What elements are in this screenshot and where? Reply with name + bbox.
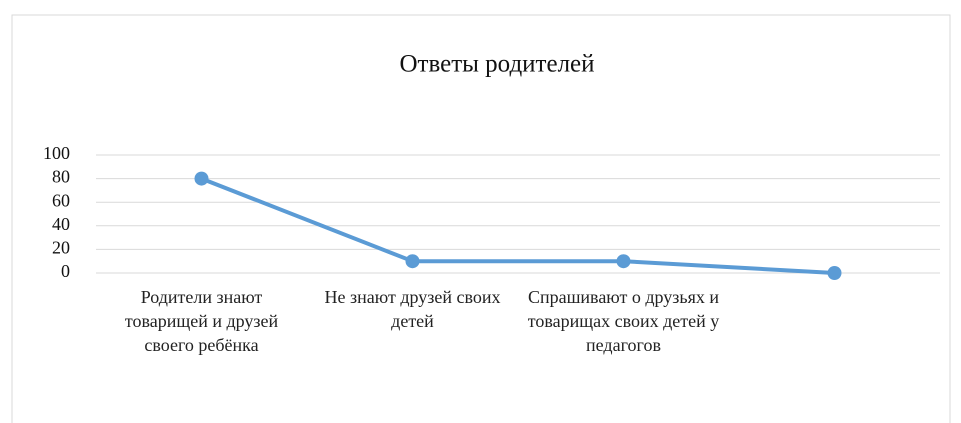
chart-frame [11,14,951,423]
data-line [200,176,835,275]
y-tick-label: 60 [52,190,70,210]
y-tick-label: 0 [61,261,70,281]
x-tick-label-box: Не знают друзей своих детей [324,287,501,331]
x-tick-label: Спрашивают о друзьях и товарищах своих д… [527,287,720,355]
data-point [616,254,631,269]
y-tick-label: 80 [52,167,70,187]
data-point [827,266,842,280]
chart-title: Ответы родителей [399,51,594,78]
y-tick-label: 100 [43,143,70,163]
x-tick-label-box: Родители знают товарищей и друзей своего… [124,287,279,355]
x-tick-label: Родители знают товарищей и друзей своего… [124,287,279,355]
x-tick-label-box: Спрашивают о друзьях и товарищах своих д… [527,287,720,355]
data-point [194,171,209,186]
y-tick-label: 40 [52,214,70,234]
x-tick-label: Не знают друзей своих детей [324,287,501,331]
data-point [405,254,420,269]
y-tick-label: 20 [52,238,70,258]
